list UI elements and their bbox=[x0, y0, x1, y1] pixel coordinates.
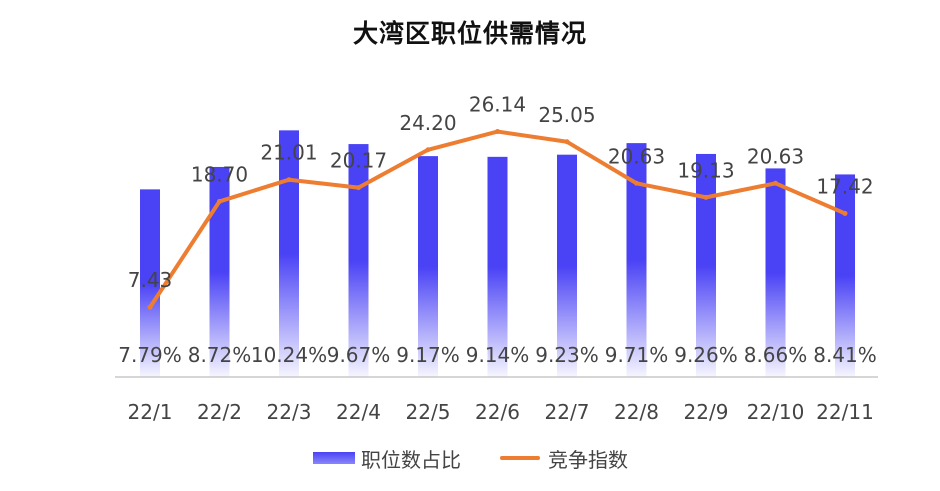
x-tick-label: 22/9 bbox=[684, 400, 729, 424]
line-value-label: 21.01 bbox=[260, 141, 317, 165]
legend-label-line: 竞争指数 bbox=[548, 447, 628, 472]
bar-value-label: 9.67% bbox=[327, 343, 391, 367]
legend-label-bar: 职位数占比 bbox=[361, 447, 461, 472]
chart-legend: 职位数占比 竞争指数 bbox=[0, 440, 940, 476]
line-value-label: 7.43 bbox=[128, 268, 173, 292]
legend-swatch-bar bbox=[313, 452, 355, 464]
bar-value-label: 9.26% bbox=[674, 343, 738, 367]
bar-22/2[interactable] bbox=[209, 166, 230, 377]
x-tick-label: 22/3 bbox=[267, 400, 312, 424]
line-value-label: 18.70 bbox=[191, 162, 248, 186]
bar-22/3[interactable] bbox=[279, 130, 299, 377]
bar-value-label: 8.66% bbox=[744, 343, 808, 367]
bar-value-label: 9.17% bbox=[396, 343, 460, 367]
bar-22/9[interactable] bbox=[696, 153, 716, 377]
bar-22/6[interactable] bbox=[487, 156, 508, 377]
line-value-label: 24.20 bbox=[399, 111, 456, 135]
bar-value-label: 8.41% bbox=[813, 343, 877, 367]
bar-22/1[interactable] bbox=[140, 189, 160, 377]
x-tick-label: 22/10 bbox=[747, 400, 805, 424]
legend-item-line[interactable]: 竞争指数 bbox=[500, 440, 628, 476]
line-point[interactable] bbox=[842, 210, 848, 216]
bar-value-label: 9.14% bbox=[466, 343, 530, 367]
line-point[interactable] bbox=[217, 198, 222, 204]
x-tick-label: 22/1 bbox=[128, 400, 173, 424]
chart-title: 大湾区职位供需情况 bbox=[352, 19, 587, 48]
bar-22/10[interactable] bbox=[765, 168, 786, 377]
x-tick-label: 22/8 bbox=[614, 400, 659, 424]
x-tick-label: 22/6 bbox=[475, 400, 520, 424]
line-value-label: 20.17 bbox=[330, 149, 387, 173]
bar-22/8[interactable] bbox=[626, 143, 647, 377]
line-value-label: 26.14 bbox=[469, 93, 526, 117]
x-tick-label: 22/4 bbox=[336, 400, 381, 424]
chart-plot: 7.79% 22/1 8.72% 22/2 10.24% 22/3 9.67% 22/4 9.1… bbox=[115, 93, 878, 424]
bar-value-label: 9.71% bbox=[605, 343, 669, 367]
line-value-label: 20.63 bbox=[608, 144, 665, 168]
line-point[interactable] bbox=[495, 129, 500, 135]
line-point[interactable] bbox=[425, 147, 431, 153]
bar-22/7[interactable] bbox=[557, 154, 577, 377]
x-tick-label: 22/5 bbox=[406, 400, 451, 424]
line-point[interactable] bbox=[147, 304, 153, 310]
legend-swatch-line bbox=[500, 456, 540, 460]
x-tick-label: 22/7 bbox=[545, 400, 590, 424]
bar-22/11[interactable] bbox=[835, 174, 855, 377]
line-point[interactable] bbox=[634, 180, 639, 186]
bar-value-label: 8.72% bbox=[188, 343, 252, 367]
bar-22/4[interactable] bbox=[348, 144, 369, 377]
bar-22/5[interactable] bbox=[418, 156, 438, 377]
line-point[interactable] bbox=[773, 180, 778, 186]
line-point[interactable] bbox=[356, 185, 361, 191]
line-point[interactable] bbox=[286, 177, 292, 183]
x-tick-label: 22/11 bbox=[816, 400, 874, 424]
bar-value-label: 9.23% bbox=[535, 343, 599, 367]
bar-value-label: 7.79% bbox=[118, 343, 182, 367]
x-tick-label: 22/2 bbox=[197, 400, 242, 424]
line-value-label: 20.63 bbox=[747, 144, 804, 168]
line-value-label: 25.05 bbox=[538, 103, 595, 127]
line-value-label: 17.42 bbox=[816, 174, 873, 198]
line-point[interactable] bbox=[703, 194, 709, 200]
line-value-label: 19.13 bbox=[677, 158, 734, 182]
legend-item-bar[interactable]: 职位数占比 bbox=[313, 440, 461, 476]
line-point[interactable] bbox=[564, 139, 570, 145]
bar-value-label: 10.24% bbox=[251, 343, 327, 367]
